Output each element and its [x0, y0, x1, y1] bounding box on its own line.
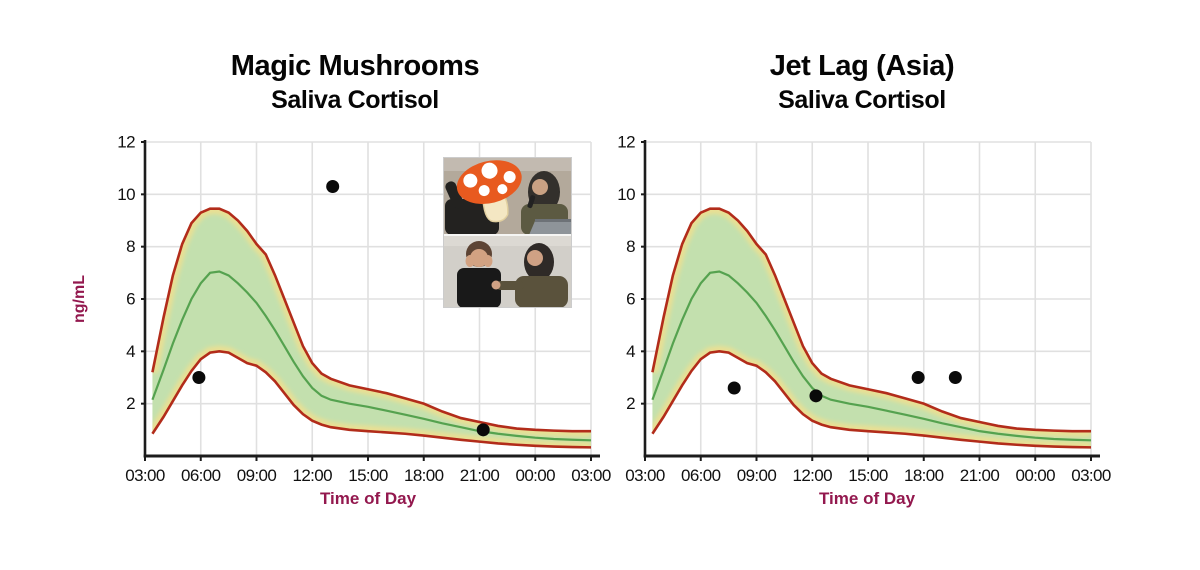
- person-silhouette: [491, 243, 568, 308]
- chart2-plot-area: 03:00 06:00 09:00 12:00 15:00 18:00 21:00 00:00…: [617, 133, 1111, 486]
- chart1-y-axis-label: ng/mL: [71, 275, 88, 323]
- x-tick-label: 09:00: [237, 466, 277, 485]
- x-tick-label: 18:00: [904, 466, 944, 485]
- microphone-icon: [527, 195, 536, 209]
- data-point: [911, 371, 925, 384]
- x-tick-label: 12:00: [792, 466, 832, 485]
- chart1-subtitle: Saliva Cortisol: [271, 86, 439, 114]
- person-silhouette: [521, 171, 572, 235]
- data-point: [192, 371, 206, 384]
- upper-boundary-line: [151, 207, 591, 433]
- x-tick-label: 06:00: [181, 466, 221, 485]
- x-tick-label: 15:00: [848, 466, 888, 485]
- lower-boundary-line: [651, 350, 1092, 449]
- chart1-x-axis-label: Time of Day: [319, 489, 417, 508]
- y-tick-label: 6: [126, 290, 135, 309]
- video-still-bottom: [443, 236, 572, 308]
- y-tick-label: 8: [126, 237, 135, 256]
- x-tick-label: 00:00: [515, 466, 555, 485]
- x-tick-label: 09:00: [737, 466, 777, 485]
- video-still-top: [443, 157, 572, 235]
- x-tick-label: 03:00: [1071, 466, 1111, 485]
- mushroom-icon: [456, 160, 522, 223]
- x-tick-label: 21:00: [960, 466, 1000, 485]
- x-tick-label: 12:00: [292, 466, 332, 485]
- y-tick-label: 6: [626, 290, 635, 309]
- data-point: [948, 371, 962, 384]
- x-tick-label: 00:00: [1015, 466, 1055, 485]
- y-tick-label: 2: [126, 394, 135, 413]
- y-tick-label: 4: [626, 342, 635, 361]
- y-tick-label: 2: [626, 394, 635, 413]
- y-tick-label: 10: [117, 185, 135, 204]
- video-still-inset: [443, 157, 572, 308]
- x-tick-label: 06:00: [681, 466, 721, 485]
- inset-divider: [443, 234, 572, 236]
- x-tick-label: 15:00: [348, 466, 388, 485]
- data-point: [476, 423, 490, 437]
- chart2-title: Jet Lag (Asia): [769, 50, 955, 82]
- chart1-title: Magic Mushrooms: [230, 50, 480, 82]
- video-still-graphic: [443, 157, 572, 308]
- y-tick-label: 8: [626, 237, 635, 256]
- data-point: [809, 389, 823, 403]
- chart2-x-axis-label: Time of Day: [818, 489, 916, 508]
- x-tick-label: 03:00: [625, 466, 665, 485]
- x-tick-label: 03:00: [125, 466, 165, 485]
- person-silhouette: [457, 241, 501, 308]
- inset-border: [443, 157, 572, 308]
- x-tick-label: 21:00: [460, 466, 500, 485]
- data-point: [727, 381, 741, 395]
- normal-range-band: [152, 208, 591, 448]
- y-tick-label: 4: [126, 342, 135, 361]
- lower-boundary-line: [151, 350, 592, 449]
- x-tick-label: 03:00: [571, 466, 611, 485]
- y-tick-label: 12: [117, 133, 135, 152]
- upper-boundary-line: [651, 207, 1091, 433]
- laptop-icon: [529, 221, 572, 235]
- chart2-subtitle: Saliva Cortisol: [778, 86, 946, 114]
- normal-range-band: [652, 208, 1091, 448]
- y-tick-label: 10: [617, 185, 635, 204]
- data-point: [326, 179, 340, 193]
- x-tick-label: 18:00: [404, 466, 444, 485]
- mean-line: [651, 270, 1092, 442]
- y-tick-label: 12: [617, 133, 635, 152]
